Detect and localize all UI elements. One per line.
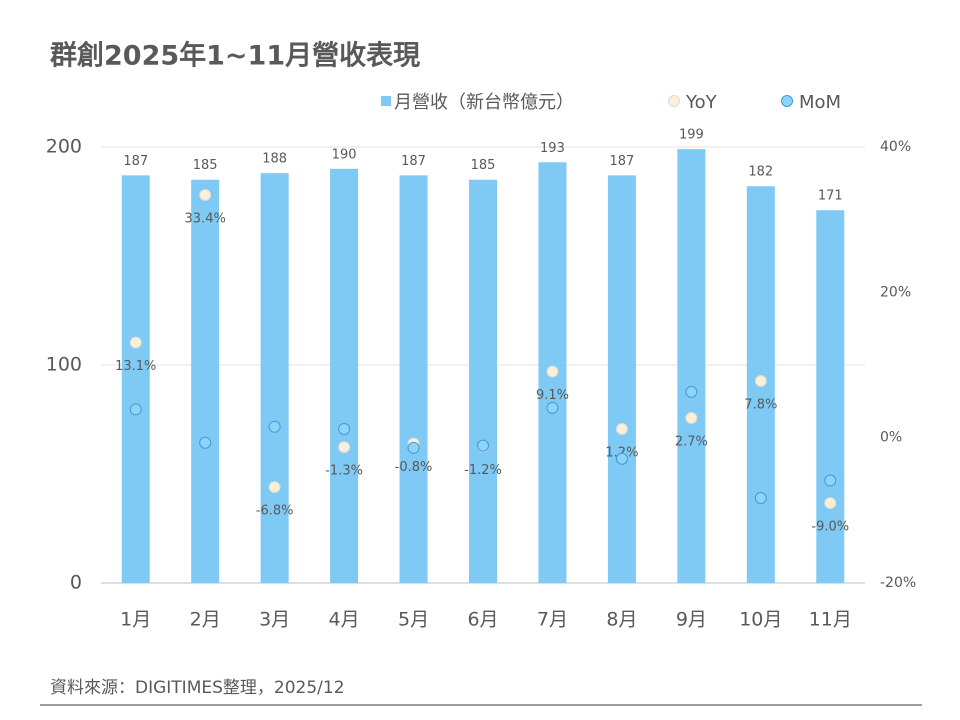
- bar-value-label: 188: [262, 152, 287, 167]
- bar-value-label: 185: [193, 158, 218, 173]
- y-tick-label: 0: [70, 572, 82, 594]
- y2-tick-label: 0%: [880, 430, 902, 446]
- y2-tick-label: -20%: [880, 575, 916, 591]
- scatter-point: [546, 401, 559, 414]
- y-tick-label: 100: [46, 354, 82, 376]
- x-tick-label: 4月: [329, 609, 360, 631]
- scatter-point: [754, 374, 767, 387]
- bar: [677, 149, 706, 583]
- bar: [816, 210, 845, 583]
- legend-label: MoM: [799, 92, 841, 113]
- x-tick-label: 3月: [259, 609, 290, 631]
- x-tick-label: 6月: [467, 609, 498, 631]
- scatter-point: [685, 385, 698, 398]
- x-tick-label: 1月: [120, 609, 151, 631]
- scatter-point: [685, 412, 698, 425]
- point-value-label: -6.8%: [256, 504, 294, 519]
- bar: [191, 179, 220, 583]
- bar: [121, 175, 150, 583]
- scatter-point: [477, 439, 489, 452]
- bar-value-label: 190: [332, 147, 357, 162]
- x-tick-label: 7月: [537, 609, 568, 631]
- bar-value-label: 185: [471, 158, 496, 173]
- scatter-point: [754, 491, 767, 504]
- point-value-label: 2.7%: [675, 435, 708, 450]
- point-value-label: -1.2%: [464, 463, 502, 478]
- x-tick-label: 11月: [809, 609, 852, 631]
- scatter-point: [199, 188, 212, 201]
- scatter-point: [546, 365, 559, 378]
- point-value-label: -1.3%: [325, 464, 363, 479]
- bar: [260, 173, 289, 583]
- x-tick-label: 5月: [398, 609, 429, 631]
- bar-value-label: 171: [818, 189, 843, 204]
- bar-value-label: 193: [540, 141, 565, 156]
- scatter-point: [615, 422, 628, 435]
- scatter-point: [824, 474, 837, 487]
- point-value-label: 9.1%: [536, 388, 569, 403]
- bar-value-label: 187: [123, 154, 148, 169]
- legend-swatch: [381, 96, 391, 106]
- bar-value-label: 199: [679, 128, 704, 143]
- scatter-point: [268, 420, 281, 433]
- x-tick-label: 2月: [190, 609, 221, 631]
- bar: [330, 168, 359, 584]
- bar-value-label: 187: [609, 154, 634, 169]
- scatter-point: [199, 436, 212, 449]
- scatter-point: [338, 422, 351, 435]
- point-value-label: -0.8%: [395, 460, 433, 475]
- point-value-label: 7.8%: [744, 397, 777, 412]
- y2-tick-label: 40%: [880, 139, 911, 155]
- bar: [469, 179, 497, 583]
- chart-title: 群創2025年1~11月營收表現: [50, 40, 420, 72]
- legend-label: 月營收（新台幣億元）: [394, 92, 574, 113]
- scatter-point: [129, 403, 142, 416]
- point-value-label: 33.4%: [185, 211, 226, 226]
- x-tick-label: 8月: [606, 609, 637, 631]
- legend-swatch: [781, 95, 793, 107]
- scatter-point: [615, 452, 628, 465]
- scatter-point: [824, 497, 837, 510]
- point-value-label: -9.0%: [811, 520, 849, 535]
- legend-label: YoY: [685, 92, 718, 113]
- bar: [607, 175, 636, 583]
- bar-value-label: 182: [748, 165, 773, 180]
- scatter-point: [338, 441, 351, 454]
- point-value-label: 13.1%: [115, 359, 156, 374]
- source-note: 資料來源：DIGITIMES整理，2025/12: [50, 678, 345, 698]
- scatter-point: [407, 441, 420, 454]
- y-tick-label: 200: [46, 136, 82, 158]
- bar: [399, 175, 428, 583]
- bar-value-label: 187: [401, 154, 426, 169]
- scatter-point: [268, 481, 281, 494]
- legend-swatch: [668, 95, 680, 107]
- scatter-point: [129, 336, 142, 349]
- x-tick-label: 9月: [676, 609, 707, 631]
- y2-tick-label: 20%: [880, 284, 911, 300]
- x-tick-label: 10月: [739, 609, 782, 631]
